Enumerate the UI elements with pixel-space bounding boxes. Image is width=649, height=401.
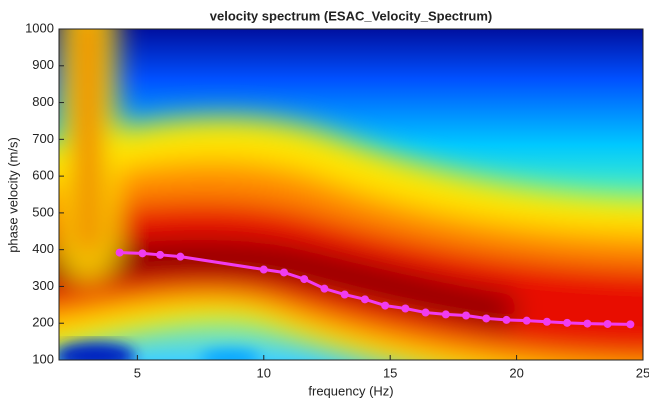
x-tick-label: 25 [636, 365, 649, 380]
y-tick-label: 100 [32, 351, 54, 366]
data-point [401, 304, 410, 313]
data-point [441, 310, 450, 319]
data-point [320, 284, 329, 293]
data-point [280, 268, 289, 277]
data-point [462, 311, 471, 320]
data-point [603, 319, 612, 328]
x-axis-label: frequency (Hz) [308, 383, 393, 398]
data-point [583, 319, 592, 328]
y-tick-label: 700 [32, 131, 54, 146]
data-point [360, 295, 369, 304]
data-point [300, 275, 309, 284]
plot-frame [58, 28, 644, 361]
y-axis-label: phase velocity (m/s) [5, 137, 20, 253]
y-tick-label: 300 [32, 278, 54, 293]
data-point [340, 290, 349, 299]
x-tick-label: 20 [509, 365, 523, 380]
data-point [542, 317, 551, 326]
data-point [176, 252, 185, 261]
data-point [502, 315, 511, 324]
x-tick-label: 15 [383, 365, 397, 380]
data-point [482, 314, 491, 323]
y-tick-label: 900 [32, 57, 54, 72]
data-point [156, 250, 165, 259]
y-tick-label: 500 [32, 204, 54, 219]
data-point [259, 265, 268, 274]
data-point [138, 249, 147, 258]
y-tick-label: 400 [32, 241, 54, 256]
y-tick-label: 200 [32, 315, 54, 330]
data-point [522, 316, 531, 325]
data-point [563, 318, 572, 327]
data-point [115, 248, 124, 257]
x-tick-label: 10 [257, 365, 271, 380]
y-tick-label: 800 [32, 94, 54, 109]
y-tick-label: 1000 [25, 20, 54, 35]
x-tick-label: 5 [134, 365, 141, 380]
chart-title: velocity spectrum (ESAC_Velocity_Spectru… [210, 8, 493, 23]
data-point [381, 301, 390, 310]
data-point [626, 320, 635, 329]
data-point [421, 308, 430, 317]
heatmap [59, 29, 643, 360]
y-tick-label: 600 [32, 168, 54, 183]
